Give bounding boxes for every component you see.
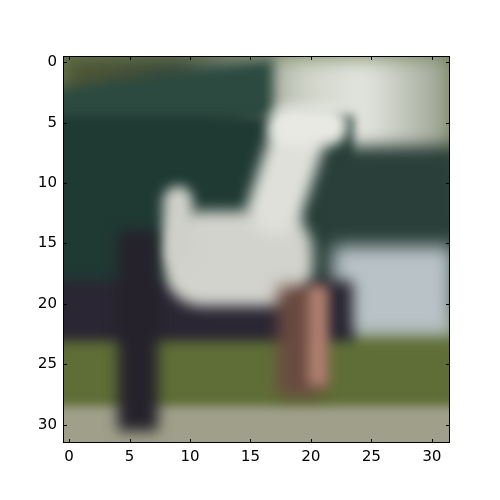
x-tick-mark (432, 56, 433, 60)
person-silhouette (118, 231, 158, 431)
horse-head (268, 106, 348, 146)
y-tick-mark (446, 123, 450, 124)
horse-tail (163, 186, 193, 266)
y-tick-mark (63, 62, 67, 63)
x-tick-mark (69, 56, 70, 60)
y-tick-mark (446, 183, 450, 184)
y-tick-label: 20 (37, 293, 57, 312)
x-tick-mark (130, 56, 131, 60)
x-tick-label: 10 (180, 447, 200, 465)
image-plot-area (63, 56, 450, 443)
x-tick-label: 15 (240, 447, 260, 465)
x-tick-mark (250, 56, 251, 60)
y-tick-label: 25 (37, 354, 57, 373)
x-tick-mark (371, 439, 372, 443)
y-tick-label: 15 (37, 233, 57, 252)
y-tick-mark (446, 364, 450, 365)
y-tick-mark (63, 123, 67, 124)
x-tick-mark (371, 56, 372, 60)
y-tick-mark (446, 243, 450, 244)
x-tick-label: 5 (124, 447, 135, 465)
x-tick-mark (311, 439, 312, 443)
x-tick-mark (432, 439, 433, 443)
x-tick-label: 20 (301, 447, 321, 465)
y-tick-label: 5 (47, 112, 57, 131)
y-tick-label: 0 (47, 52, 57, 71)
x-tick-mark (69, 439, 70, 443)
x-tick-label: 25 (361, 447, 381, 465)
y-tick-mark (63, 183, 67, 184)
y-tick-mark (446, 425, 450, 426)
x-tick-mark (130, 439, 131, 443)
y-tick-mark (63, 304, 67, 305)
y-tick-label: 10 (37, 172, 57, 191)
y-tick-mark (63, 364, 67, 365)
x-tick-label: 0 (64, 447, 74, 465)
horse-leg-front (308, 286, 328, 386)
y-tick-label: 30 (37, 414, 57, 433)
x-tick-label: 30 (422, 447, 442, 465)
y-tick-mark (446, 304, 450, 305)
x-tick-mark (311, 56, 312, 60)
y-tick-mark (446, 62, 450, 63)
x-tick-mark (190, 439, 191, 443)
x-tick-mark (250, 439, 251, 443)
x-tick-mark (190, 56, 191, 60)
y-tick-mark (63, 243, 67, 244)
y-tick-mark (63, 425, 67, 426)
